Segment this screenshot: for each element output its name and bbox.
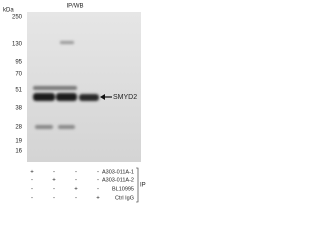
band: [33, 86, 77, 90]
sign: -: [75, 170, 77, 176]
row-name: A303-011A-1: [102, 169, 134, 175]
marker-label: 38: [15, 106, 22, 112]
sign: -: [75, 196, 77, 202]
bands: [33, 41, 99, 129]
sign: +: [74, 187, 78, 193]
sign: +: [96, 196, 100, 202]
marker-label: 19: [15, 139, 22, 145]
band: [35, 125, 53, 129]
marker-label: 130: [12, 42, 23, 48]
sign: -: [31, 178, 33, 184]
marker-label: 51: [15, 88, 22, 94]
group-label: IP: [140, 183, 146, 189]
sign: -: [31, 196, 33, 202]
sign: -: [75, 178, 77, 184]
marker-label: 70: [15, 72, 22, 78]
page: {"header": {"title": "IP/WB"}, "markers"…: [0, 0, 150, 216]
arrow-head: [100, 94, 105, 100]
sign: +: [52, 178, 56, 184]
sign: -: [53, 170, 55, 176]
marker-unit: kDa: [3, 8, 14, 14]
band: [79, 94, 99, 101]
band: [58, 125, 75, 129]
marker-label: 28: [15, 125, 22, 131]
band-label: SMYD2: [113, 94, 137, 101]
sign: -: [97, 170, 99, 176]
title: IP/WB: [66, 4, 83, 10]
sign: -: [31, 187, 33, 193]
sign: +: [30, 170, 34, 176]
marker-label: 16: [15, 149, 22, 155]
sign: -: [97, 187, 99, 193]
row-name: A303-011A-2: [102, 177, 134, 183]
band: [60, 41, 74, 44]
sign: -: [97, 178, 99, 184]
band: [33, 93, 55, 101]
marker-label: 250: [12, 15, 23, 21]
bracket: [136, 167, 139, 203]
band: [56, 93, 77, 101]
sign: -: [53, 196, 55, 202]
marker-label: 95: [15, 60, 22, 66]
row-name: BL10995: [112, 186, 134, 192]
row-name: Ctrl IgG: [115, 195, 134, 201]
sign: -: [53, 187, 55, 193]
